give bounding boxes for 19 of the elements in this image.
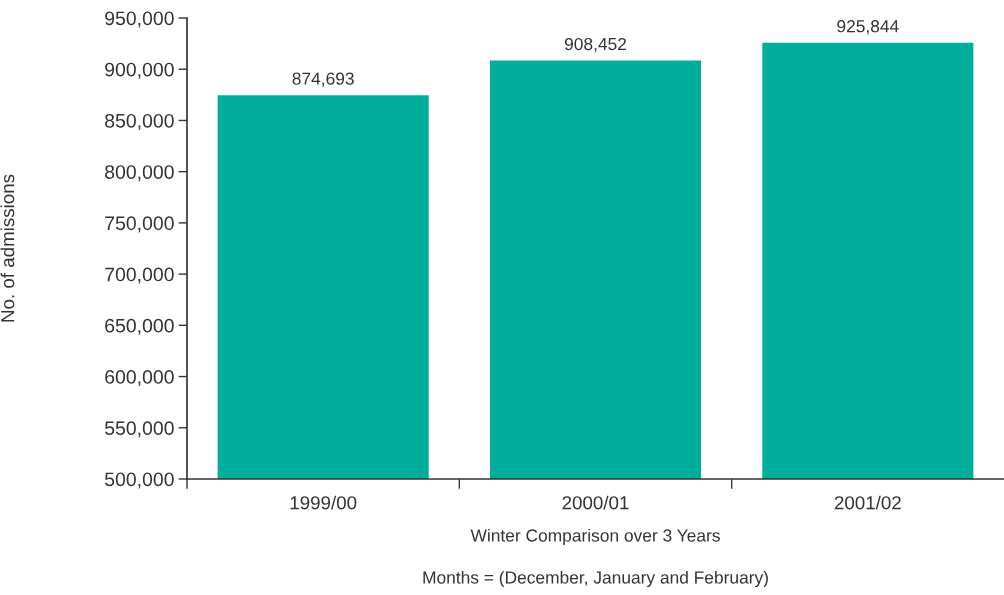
y-tick-label: 550,000 bbox=[105, 421, 174, 438]
data-label: 908,452 bbox=[564, 37, 627, 53]
x-tick-label: 2001/02 bbox=[834, 495, 901, 510]
y-axis-title: No. of admissions bbox=[0, 174, 15, 322]
y-tick-label: 600,000 bbox=[105, 370, 174, 387]
y-tick-label: 850,000 bbox=[105, 113, 174, 130]
y-tick-label: 750,000 bbox=[105, 216, 174, 233]
y-tick-label: 700,000 bbox=[105, 267, 174, 284]
text: Months = (December, January and February) bbox=[423, 570, 768, 588]
data-label: 874,693 bbox=[292, 72, 354, 87]
x-tick-label: 2000/01 bbox=[562, 495, 629, 510]
x-tick-label: 1999/00 bbox=[290, 495, 357, 510]
data-label: 925,844 bbox=[837, 20, 899, 35]
y-tick-label: 500,000 bbox=[105, 472, 174, 489]
x-axis-title: Winter Comparison over 3 Years bbox=[470, 528, 720, 546]
y-tick-label: 650,000 bbox=[105, 318, 174, 335]
y-tick-label: 800,000 bbox=[105, 165, 174, 182]
y-tick-label: 950,000 bbox=[105, 11, 174, 28]
y-tick-label: 900,000 bbox=[105, 62, 174, 79]
